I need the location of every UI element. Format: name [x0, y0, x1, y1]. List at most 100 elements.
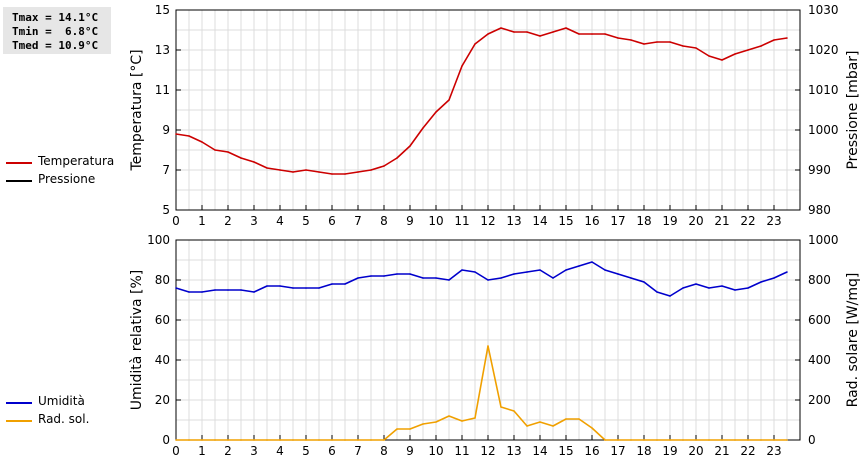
- panel-1-series-temperatura-point: [500, 27, 502, 29]
- panel-2-series-umidit-point: [253, 291, 255, 293]
- panel-2-series-rad-sol-point: [656, 439, 658, 441]
- panel-2-xtick-label: 11: [454, 444, 469, 458]
- panel-1-ytick-label: 7: [162, 163, 170, 177]
- panel-1-y2tick-label: 1020: [808, 43, 839, 57]
- panel-2-series-umidit-point: [487, 279, 489, 281]
- panel-2-xtick-label: 5: [302, 444, 310, 458]
- legend-label-radsol: Rad. sol.: [38, 412, 90, 426]
- panel-1-ytick-label: 11: [155, 83, 170, 97]
- panel-1-series-temperatura-point: [188, 135, 190, 137]
- panel-1-xtick-label: 20: [688, 214, 703, 228]
- panel-1-y2label: Pressione [mbar]: [845, 50, 860, 169]
- panel-1-series-temperatura-point: [175, 133, 177, 135]
- panel-1-xtick-label: 1: [198, 214, 206, 228]
- panel-1-ytick-label: 15: [155, 3, 170, 17]
- panel-2-series-rad-sol-point: [344, 439, 346, 441]
- panel-2-ylabel: Umidità relativa [%]: [129, 270, 145, 411]
- panel-1-series-temperatura-point: [578, 33, 580, 35]
- panel-1-series-temperatura-point: [643, 43, 645, 45]
- panel-1-xtick-label: 17: [610, 214, 625, 228]
- panel-2-ytick-label: 40: [155, 353, 170, 367]
- panel-2-ytick-label: 60: [155, 313, 170, 327]
- panel-2-series-rad-sol-point: [604, 439, 606, 441]
- panel-2-series-rad-sol-point: [188, 439, 190, 441]
- panel-1-series-temperatura-point: [318, 171, 320, 173]
- panel-1-xtick-label: 2: [224, 214, 232, 228]
- panel-2-series-umidit-point: [344, 283, 346, 285]
- panel-2-series-umidit-point: [357, 277, 359, 279]
- panel-1-series-temperatura-point: [682, 45, 684, 47]
- panel-1-series-temperatura-point: [357, 171, 359, 173]
- panel-1-series-temperatura-point: [591, 33, 593, 35]
- panel-1-ytick-label: 9: [162, 123, 170, 137]
- panel-1-xtick-label: 16: [584, 214, 599, 228]
- panel-2-xtick-label: 16: [584, 444, 599, 458]
- panel-2-series-umidit-point: [695, 283, 697, 285]
- panel-2-series-rad-sol-point: [448, 415, 450, 417]
- panel-2-xtick-label: 23: [766, 444, 781, 458]
- panel-1-xtick-label: 22: [740, 214, 755, 228]
- panel-2-series-umidit-point: [201, 291, 203, 293]
- panel-1-y2tick-label: 990: [808, 163, 831, 177]
- panel-2-ytick-label: 20: [155, 393, 170, 407]
- panel-2-series-rad-sol-point: [760, 439, 762, 441]
- panel-1-xtick-label: 9: [406, 214, 414, 228]
- panel-2-series-umidit-point: [292, 287, 294, 289]
- panel-2-xtick-label: 21: [714, 444, 729, 458]
- panel-1-gridlines: [176, 10, 800, 210]
- panel-1-series-temperatura-line: [175, 27, 788, 175]
- panel-1-xtick-label: 12: [480, 214, 495, 228]
- panel-1-series-temperatura-point: [201, 141, 203, 143]
- panel-2-series-umidit-point: [435, 277, 437, 279]
- panel-1-series-temperatura-point: [253, 161, 255, 163]
- panel-2-series-rad-sol-point: [227, 439, 229, 441]
- panel-2-series-umidit-point: [747, 287, 749, 289]
- panel-2-xtick-label: 17: [610, 444, 625, 458]
- panel-2-series-rad-sol-point: [201, 439, 203, 441]
- panel-1-ytick-label: 13: [155, 43, 170, 57]
- panel-1-xtick-label: 23: [766, 214, 781, 228]
- panel-2-series-rad-sol-point: [474, 417, 476, 419]
- panel-1-series-temperatura-point: [409, 145, 411, 147]
- panel-2-series-rad-sol-point: [331, 439, 333, 441]
- panel-2-series-rad-sol-point: [383, 439, 385, 441]
- panel-1-series-temperatura-point: [292, 171, 294, 173]
- panel-2-xtick-label: 10: [428, 444, 443, 458]
- panel-2-series-rad-sol-point: [461, 420, 463, 422]
- panel-1-y2tick-label: 1010: [808, 83, 839, 97]
- panel-1-series-temperatura-point: [214, 149, 216, 151]
- panel-2-series-umidit-point: [682, 287, 684, 289]
- panel-1-y2tick-label: 1030: [808, 3, 839, 17]
- panel-2-series-umidit-point: [279, 285, 281, 287]
- panel-2-series-rad-sol-point: [500, 406, 502, 408]
- panel-2-series-umidit-point: [227, 289, 229, 291]
- legend-label-pressione: Pressione: [38, 172, 96, 186]
- legend-swatch-umidita: [6, 402, 32, 404]
- panel-2-series-umidit-point: [500, 277, 502, 279]
- panel-2-series-umidit-point: [578, 265, 580, 267]
- panel-1-series-temperatura-point: [721, 59, 723, 61]
- panel-2-y2tick-label: 800: [808, 273, 831, 287]
- panel-2-series-umidit-point: [305, 287, 307, 289]
- panel-2-xtick-label: 6: [328, 444, 336, 458]
- panel-1-series-temperatura-point: [396, 157, 398, 159]
- panel-2-series-rad-sol-point: [422, 423, 424, 425]
- panel-1-xtick-label: 6: [328, 214, 336, 228]
- panel-1-series-temperatura-point: [539, 35, 541, 37]
- panel-2-series-umidit-point: [214, 289, 216, 291]
- panel-2-y2label: Rad. solare [W/mq]: [845, 273, 860, 408]
- tmin-label: Tmin = 6.8°C: [12, 25, 99, 38]
- legend-label-umidita: Umidità: [38, 394, 85, 408]
- panel-2-series-rad-sol-point: [695, 439, 697, 441]
- panel-2-series-rad-sol-point: [643, 439, 645, 441]
- panel-2-series-umidit-point: [721, 285, 723, 287]
- panel-2-series-rad-sol-point: [669, 439, 671, 441]
- panel-2-series-umidit-point: [539, 269, 541, 271]
- panel-2-series-rad-sol-point: [747, 439, 749, 441]
- panel-1-series-temperatura-point: [240, 157, 242, 159]
- panel-2-series-rad-sol-point: [630, 439, 632, 441]
- panel-1-series-temperatura-point: [331, 173, 333, 175]
- panel-2-y2tick-label: 400: [808, 353, 831, 367]
- panel-2-series-rad-sol-point: [214, 439, 216, 441]
